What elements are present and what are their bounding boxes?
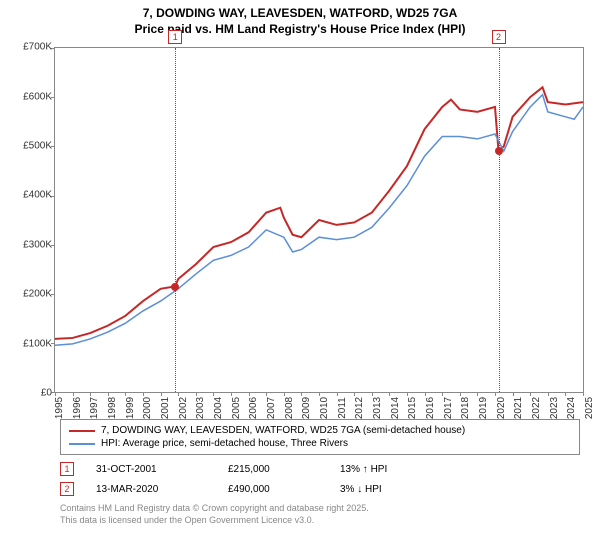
footnote-line2: This data is licensed under the Open Gov… [60, 515, 580, 527]
transaction-marker: 1 [60, 462, 74, 476]
x-axis-label: 2009 [301, 397, 312, 419]
x-axis-label: 2010 [319, 397, 330, 419]
x-axis-label: 2006 [248, 397, 259, 419]
transaction-price: £490,000 [228, 484, 318, 495]
marker-dot [495, 147, 503, 155]
y-axis-label: £400K [10, 190, 52, 201]
marker-box: 1 [168, 30, 182, 44]
x-axis-label: 2017 [443, 397, 454, 419]
x-axis-label: 2000 [142, 397, 153, 419]
x-axis-label: 1999 [125, 397, 136, 419]
y-axis-label: £300K [10, 239, 52, 250]
transaction-date: 13-MAR-2020 [96, 484, 206, 495]
legend-swatch [69, 430, 95, 432]
plot-region: 12 [54, 47, 584, 393]
x-axis-label: 2014 [390, 397, 401, 419]
marker-vline [499, 48, 500, 392]
transaction-delta: 3% ↓ HPI [340, 484, 382, 495]
footnote-line1: Contains HM Land Registry data © Crown c… [60, 503, 580, 515]
x-axis-label: 2016 [425, 397, 436, 419]
x-axis-label: 2013 [372, 397, 383, 419]
transaction-price: £215,000 [228, 464, 318, 475]
x-axis-label: 2002 [178, 397, 189, 419]
transaction-row: 1 31-OCT-2001 £215,000 13% ↑ HPI [60, 459, 580, 479]
chart-title: 7, DOWDING WAY, LEAVESDEN, WATFORD, WD25… [0, 0, 600, 39]
transaction-delta: 13% ↑ HPI [340, 464, 387, 475]
legend-swatch [69, 443, 95, 445]
legend-label: HPI: Average price, semi-detached house,… [101, 438, 348, 449]
x-axis-label: 2020 [496, 397, 507, 419]
x-axis-label: 2025 [584, 397, 595, 419]
y-axis-label: £700K [10, 42, 52, 53]
x-axis-label: 2012 [354, 397, 365, 419]
x-axis-label: 2003 [195, 397, 206, 419]
x-axis-label: 2005 [231, 397, 242, 419]
y-axis-label: £500K [10, 141, 52, 152]
legend: 7, DOWDING WAY, LEAVESDEN, WATFORD, WD25… [60, 419, 580, 455]
x-axis-label: 2021 [513, 397, 524, 419]
x-axis-label: 2004 [213, 397, 224, 419]
x-axis-label: 2023 [549, 397, 560, 419]
legend-item: 7, DOWDING WAY, LEAVESDEN, WATFORD, WD25… [69, 424, 571, 437]
x-axis-label: 2019 [478, 397, 489, 419]
chart-area: 12 £0 £100K £200K £300K £400K £500K £600K £700K… [10, 43, 590, 415]
series-line [55, 88, 583, 340]
transaction-date: 31-OCT-2001 [96, 464, 206, 475]
x-axis-label: 1998 [107, 397, 118, 419]
legend-item: HPI: Average price, semi-detached house,… [69, 437, 571, 450]
x-axis-label: 1995 [54, 397, 65, 419]
x-axis-label: 2018 [460, 397, 471, 419]
footnote: Contains HM Land Registry data © Crown c… [60, 503, 580, 526]
marker-dot [171, 283, 179, 291]
x-axis-label: 2011 [337, 397, 348, 419]
y-axis-label: £600K [10, 91, 52, 102]
x-axis-label: 2015 [407, 397, 418, 419]
x-axis-label: 1997 [89, 397, 100, 419]
transaction-marker: 2 [60, 482, 74, 496]
x-axis-label: 2007 [266, 397, 277, 419]
x-axis-label: 1996 [72, 397, 83, 419]
marker-vline [175, 48, 176, 392]
y-axis-label: £0 [10, 388, 52, 399]
x-axis-label: 2008 [284, 397, 295, 419]
title-line1: 7, DOWDING WAY, LEAVESDEN, WATFORD, WD25… [10, 6, 590, 22]
line-chart [55, 48, 583, 392]
y-axis-label: £200K [10, 289, 52, 300]
y-axis-label: £100K [10, 338, 52, 349]
x-axis-label: 2022 [531, 397, 542, 419]
transaction-row: 2 13-MAR-2020 £490,000 3% ↓ HPI [60, 479, 580, 499]
x-axis-label: 2001 [160, 397, 171, 419]
x-axis-label: 2024 [566, 397, 577, 419]
transaction-table: 1 31-OCT-2001 £215,000 13% ↑ HPI 2 13-MAR-202… [60, 459, 580, 499]
marker-box: 2 [492, 30, 506, 44]
legend-label: 7, DOWDING WAY, LEAVESDEN, WATFORD, WD25… [101, 425, 465, 436]
